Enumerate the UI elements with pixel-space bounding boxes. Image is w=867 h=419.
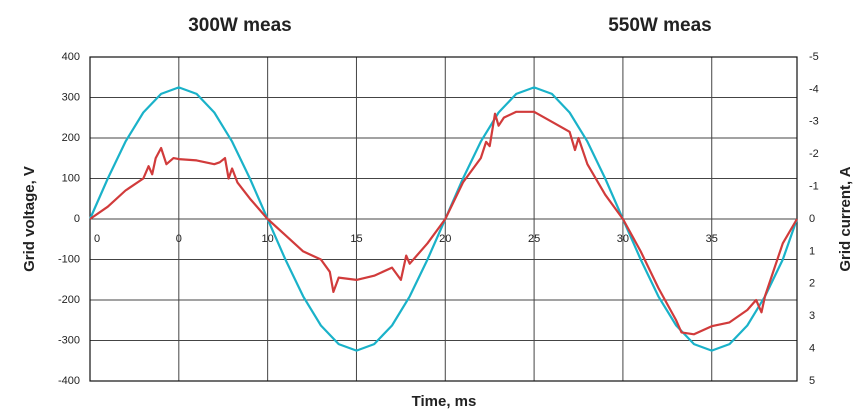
x-tick-label: 0 [176,233,182,245]
x-tick-label: 10 [262,233,274,245]
y2-axis-label: Grid current, A [837,166,854,271]
y2-tick-label: 1 [809,245,815,257]
x-tick-label: 25 [528,233,540,245]
y2-tick-label: -1 [809,181,819,193]
y-tick-label: 400 [62,51,80,63]
y-tick-label: -400 [58,375,80,387]
y-tick-label: 100 [62,172,80,184]
x-tick-label: 35 [706,233,718,245]
y-tick-label: -200 [58,294,80,306]
y2-tick-label: -4 [809,83,819,95]
line-series [89,110,798,336]
x-tick-label: 0 [94,233,100,245]
y-tick-label: -300 [58,334,80,346]
y2-tick-label: 2 [809,278,815,290]
x-tick-label: 20 [439,233,451,245]
y-axis-label: Grid voltage, V [21,166,38,272]
y-tick-label: 0 [74,213,80,225]
y2-tick-label: -5 [809,51,819,63]
y2-tick-label: -3 [809,116,819,128]
x-axis-label: Time, ms [412,393,477,410]
chart-title: 300W meas [188,15,292,36]
y-tick-label: -100 [58,253,80,265]
y-tick-label: 200 [62,132,80,144]
x-tick-label: 15 [350,233,362,245]
y2-tick-label: 3 [809,310,815,322]
y2-tick-label: 4 [809,343,815,355]
x-tick-label: 30 [617,233,629,245]
y2-tick-label: -2 [809,148,819,160]
chart-title: 550W meas [608,15,712,36]
y-tick-label: 300 [62,91,80,103]
y2-tick-label: 5 [809,375,815,387]
y2-tick-label: 0 [809,213,815,225]
